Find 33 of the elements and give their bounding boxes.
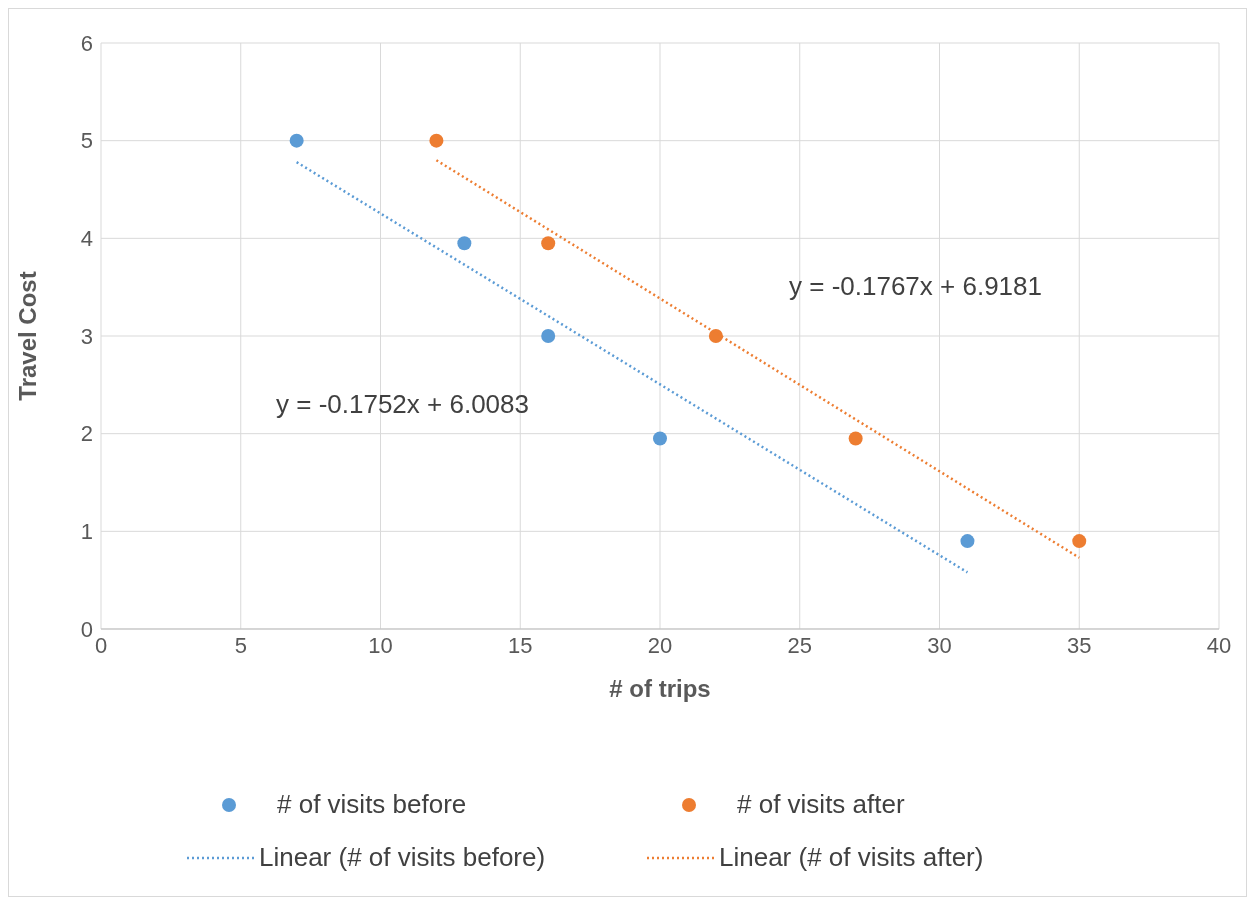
point	[429, 133, 444, 148]
annotation: y = -0.1752x + 6.0083	[276, 389, 529, 420]
point	[541, 236, 556, 251]
x-tick-label: 40	[1206, 632, 1232, 658]
legend-label: Linear (# of visits after)	[719, 842, 984, 873]
x-axis-title: # of trips	[609, 675, 711, 702]
point	[653, 431, 667, 446]
y-tick-label: 5	[80, 128, 93, 154]
annotation: y = -0.1767x + 6.9181	[789, 271, 1042, 302]
point	[1072, 534, 1087, 549]
y-tick-label: 1	[80, 519, 93, 545]
x-tick-label: 30	[927, 632, 952, 658]
x-tick-label: 20	[647, 632, 673, 658]
legend-label: # of visits after	[737, 789, 905, 820]
point	[289, 133, 304, 148]
point	[848, 431, 863, 446]
y-tick-label: 0	[80, 616, 93, 642]
point	[457, 236, 472, 251]
x-tick-label: 35	[1067, 632, 1092, 658]
y-tick-label: 4	[80, 226, 93, 252]
y-tick-label: 3	[80, 323, 93, 349]
y-tick-label: 2	[80, 421, 93, 447]
x-tick-label: 5	[234, 632, 247, 658]
point	[708, 329, 723, 343]
x-tick-label: 15	[508, 632, 533, 658]
point	[541, 329, 556, 343]
point	[960, 534, 975, 549]
x-tick-label: 25	[787, 632, 812, 658]
y-tick-label: 6	[80, 30, 93, 56]
y-axis-title: Travel Cost	[13, 271, 41, 401]
legend-label: # of visits before	[277, 789, 467, 820]
x-tick-label: 10	[368, 632, 393, 658]
legend-label: Linear (# of visits before)	[259, 842, 546, 873]
